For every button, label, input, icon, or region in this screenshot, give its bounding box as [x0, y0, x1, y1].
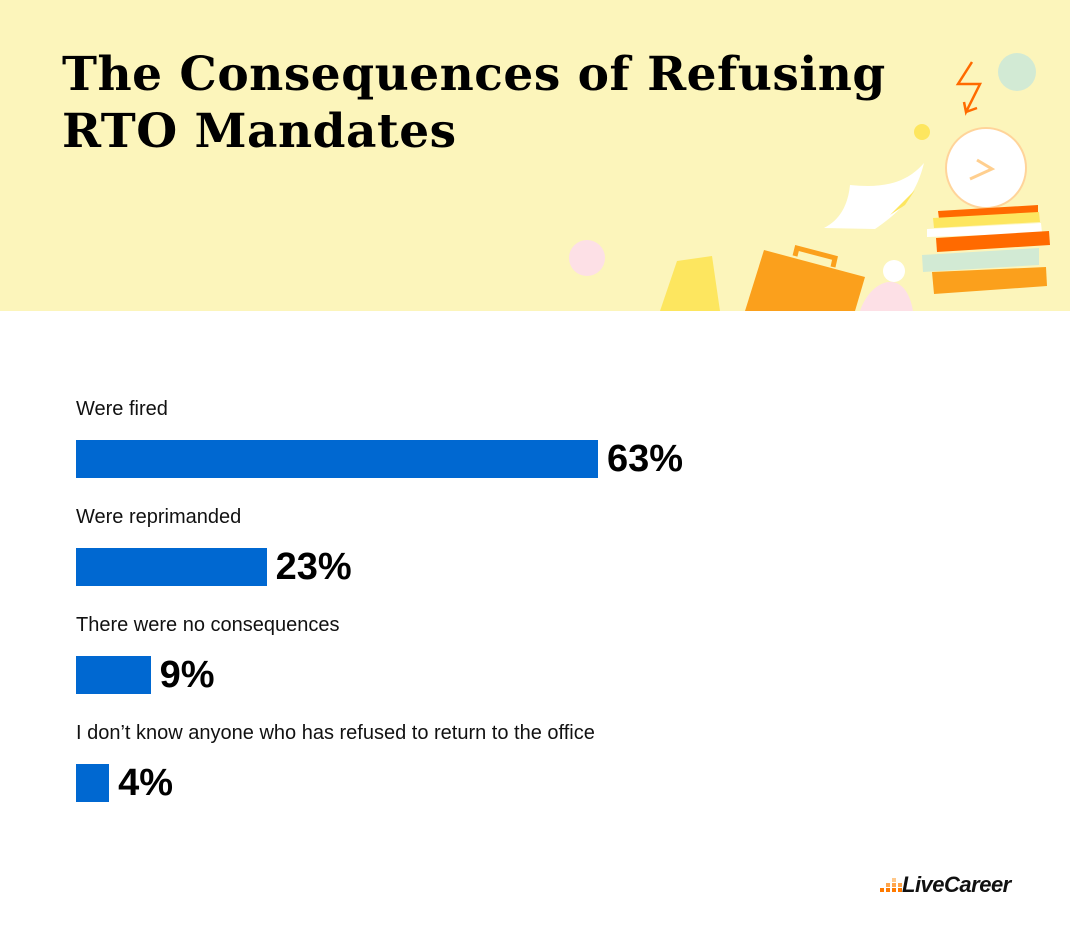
value-label: 23% [275, 546, 352, 588]
value-label: 4% [118, 762, 174, 804]
page-title: The Consequences of Refusing RTO Mandate… [62, 46, 886, 160]
book-stack-icon [922, 205, 1050, 294]
bar [76, 764, 110, 802]
green-circle [998, 53, 1036, 91]
bar [76, 656, 151, 694]
category-label: Were fired [76, 398, 168, 420]
office-illustration [569, 53, 1050, 311]
value-label: 63% [607, 438, 684, 480]
logo-mark-icon [880, 878, 902, 892]
clock-icon [945, 127, 1027, 209]
category-label: There were no consequences [76, 614, 340, 636]
pink-circle [569, 240, 605, 276]
yellow-block [660, 256, 720, 311]
pink-shape [860, 281, 913, 311]
category-label: I don’t know anyone who has refused to r… [76, 722, 595, 744]
logo-text: LiveCareer [902, 872, 1011, 897]
value-label: 9% [159, 654, 215, 696]
briefcase-icon [745, 244, 865, 311]
white-dot [883, 260, 905, 282]
livecareer-logo: LiveCareer [880, 872, 1011, 898]
paper-icon [824, 163, 924, 229]
lightning-icon [955, 61, 983, 116]
bar [76, 548, 267, 586]
category-label: Were reprimanded [76, 506, 242, 528]
yellow-dot [914, 124, 930, 140]
bar [76, 440, 598, 478]
header-banner: The Consequences of Refusing RTO Mandate… [0, 0, 1070, 311]
title-line-1: The Consequences of Refusing [62, 47, 886, 102]
title-line-2: RTO Mandates [62, 104, 457, 159]
